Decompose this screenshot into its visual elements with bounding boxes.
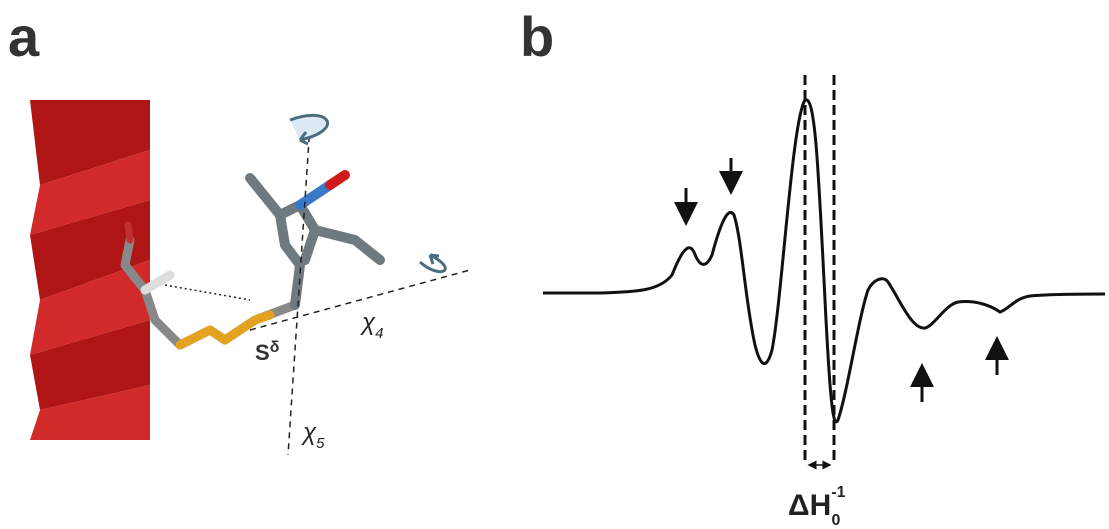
superscript: δ	[270, 339, 280, 356]
subscript: 0	[831, 512, 840, 529]
helix	[30, 100, 150, 440]
rotation-arrow	[289, 113, 329, 146]
subscript: 5	[316, 435, 325, 452]
linewidth-markers	[803, 75, 836, 460]
symbol: ΔH	[788, 489, 831, 522]
rotation-arrow	[418, 253, 447, 274]
chi5-label: χ5	[301, 419, 325, 452]
superscript: -1	[831, 484, 845, 501]
symbol: χ	[301, 419, 317, 446]
symbol: S	[255, 340, 270, 365]
bond-axes	[164, 124, 471, 456]
atom-label: Sδ	[255, 339, 280, 365]
subscript: 4	[375, 325, 383, 342]
panel-label: b	[520, 5, 554, 68]
chi4-label: χ4	[360, 309, 383, 342]
panel-label: a	[8, 5, 40, 68]
spectrum	[543, 98, 1106, 424]
linewidth-label: ΔH-1 0	[788, 484, 846, 529]
side-chain	[120, 170, 385, 350]
feature-arrows	[674, 158, 1009, 402]
symbol: χ	[360, 309, 376, 336]
